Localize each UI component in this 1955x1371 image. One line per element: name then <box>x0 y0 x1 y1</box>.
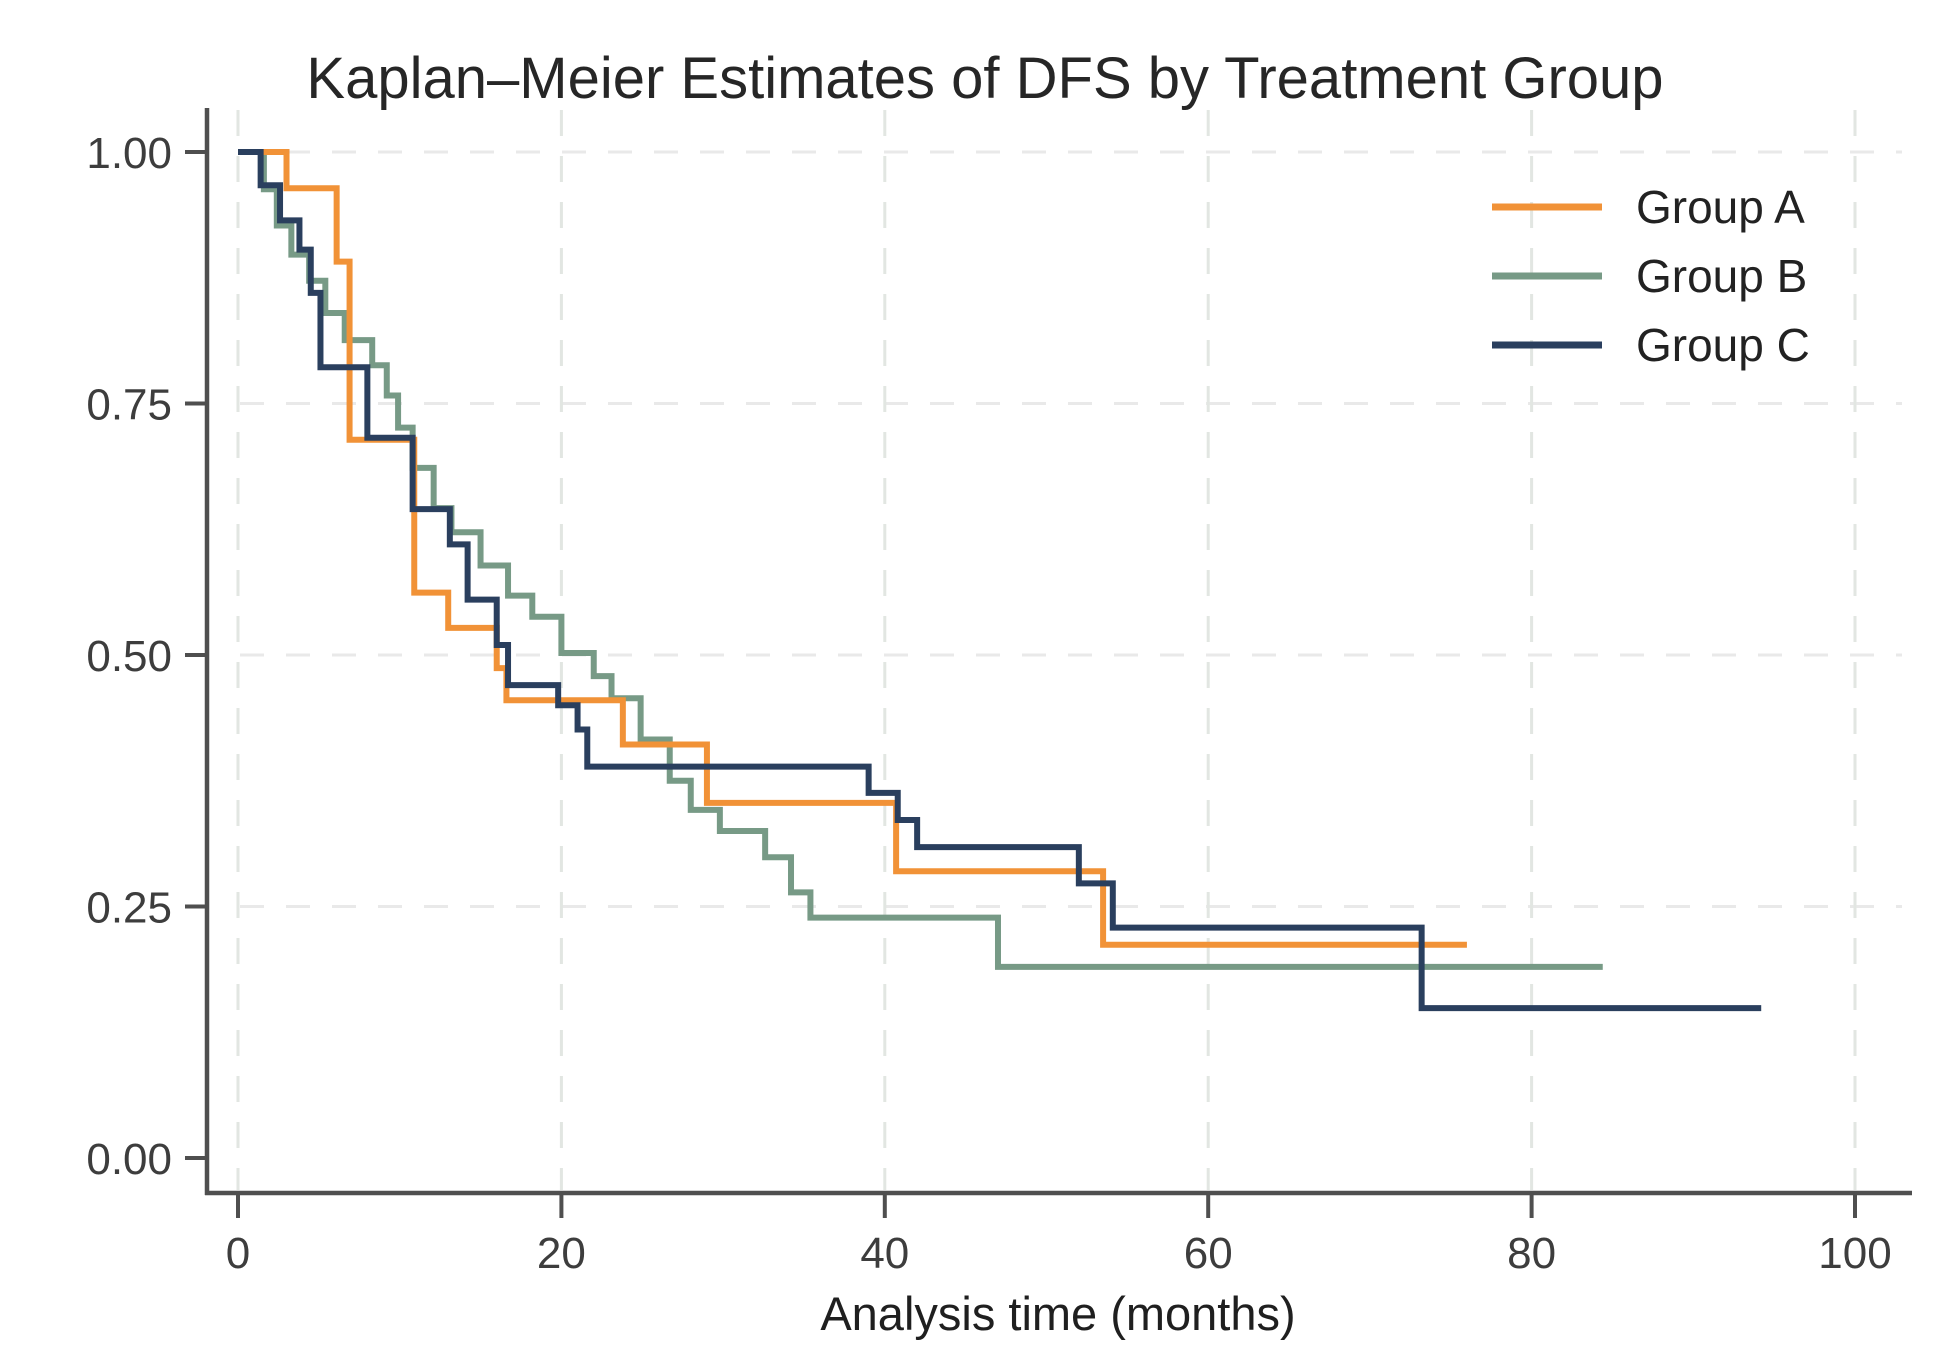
survival-curve-group-b <box>238 149 1603 970</box>
legend-label-group-c: Group C <box>1636 319 1810 371</box>
legend-label-group-a: Group A <box>1636 181 1805 233</box>
vertical-gridlines <box>236 110 1857 1190</box>
survival-curves <box>238 149 1762 1012</box>
x-tick-label: 60 <box>1184 1229 1233 1278</box>
survival-curve-group-c <box>238 149 1762 1012</box>
y-tick-label: 0.75 <box>86 381 172 430</box>
x-tick-label: 0 <box>226 1229 250 1278</box>
x-axis-label: Analysis time (months) <box>820 1287 1295 1340</box>
y-tick-label: 0.25 <box>86 884 172 933</box>
y-tick-label: 0.00 <box>86 1135 172 1184</box>
tick-labels: 0.00 0.25 0.50 0.75 1.00 0 20 40 60 80 100 <box>86 129 1891 1278</box>
x-tick-label: 20 <box>537 1229 586 1278</box>
legend: Group A Group B Group C <box>1492 181 1810 371</box>
x-tick-label: 40 <box>860 1229 909 1278</box>
legend-label-group-b: Group B <box>1636 250 1807 302</box>
x-tick-label: 80 <box>1507 1229 1556 1278</box>
x-tick-label: 100 <box>1818 1229 1891 1278</box>
axes <box>185 108 1912 1218</box>
horizontal-gridlines <box>240 150 1902 908</box>
y-tick-label: 0.50 <box>86 632 172 681</box>
y-tick-label: 1.00 <box>86 129 172 178</box>
chart-title: Kaplan–Meier Estimates of DFS by Treatme… <box>306 46 1663 111</box>
survival-curve-group-a <box>238 149 1467 948</box>
